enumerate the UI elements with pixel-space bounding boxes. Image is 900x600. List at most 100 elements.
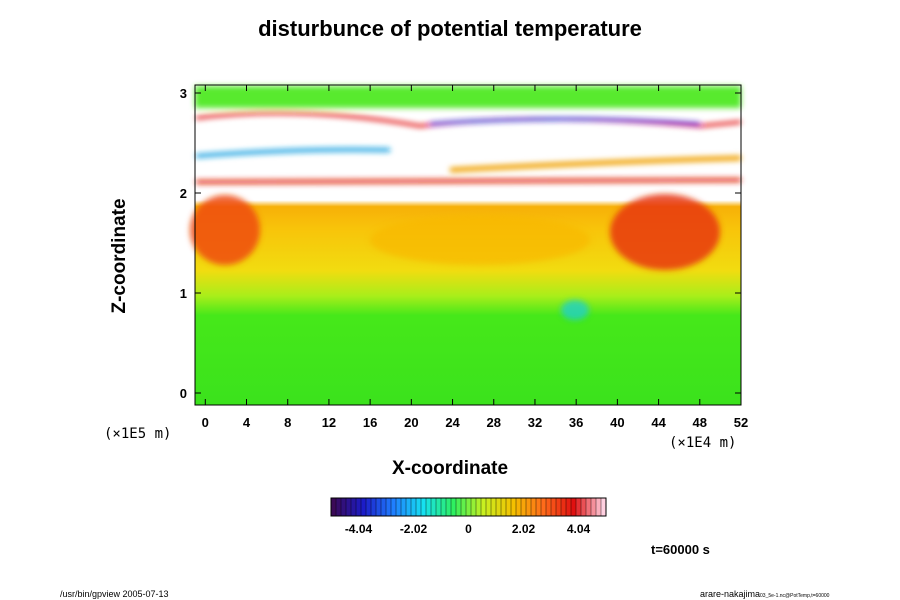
upper-green-band	[195, 86, 741, 108]
colorbar-cell	[391, 498, 397, 516]
colorbar-cell	[486, 498, 492, 516]
warm-core	[370, 215, 590, 265]
middle-band-2	[449, 155, 742, 173]
colorbar-cell	[506, 498, 512, 516]
y-tick-label: 2	[180, 186, 187, 201]
colorbar-cell	[436, 498, 442, 516]
colorbar-cell	[441, 498, 447, 516]
x-scale-label: (×1E4 m)	[669, 435, 737, 451]
colorbar-cell	[371, 498, 377, 516]
colorbar-cell	[351, 498, 357, 516]
colorbar-cell	[591, 498, 597, 516]
colorbar-cell	[536, 498, 542, 516]
plume-right	[610, 194, 720, 270]
y-axis: 0 1 2 3	[180, 86, 741, 401]
colorbar-cell	[421, 498, 427, 516]
x-axis-label: X-coordinate	[391, 458, 509, 479]
x-tick-label: 52	[734, 415, 748, 430]
colorbar-cell	[406, 498, 412, 516]
colorbar-cell	[416, 498, 422, 516]
x-tick-label: 0	[202, 415, 209, 430]
y-tick-label: 3	[180, 86, 187, 101]
colorbar-cell	[496, 498, 502, 516]
colorbar-cell	[491, 498, 497, 516]
colorbar-cell	[356, 498, 362, 516]
colorbar-cell	[521, 498, 527, 516]
colorbar-cell	[531, 498, 537, 516]
colorbar-cell	[581, 498, 587, 516]
x-tick-label: 24	[445, 415, 460, 430]
colorbar-cell	[366, 498, 372, 516]
colorbar-cell	[586, 498, 592, 516]
cold-spot	[561, 300, 589, 320]
colorbar-tick-label: 2.02	[512, 522, 536, 536]
colorbar-cell	[571, 498, 577, 516]
colorbar-cell	[566, 498, 572, 516]
colorbar-cell	[396, 498, 402, 516]
colorbar-tick-label: 0	[465, 522, 472, 536]
colorbar-cell	[516, 498, 522, 516]
colorbar-cell	[341, 498, 347, 516]
x-tick-label: 16	[363, 415, 377, 430]
colorbar-cell	[411, 498, 417, 516]
colorbar-cell	[336, 498, 342, 516]
colorbar-cell	[346, 498, 352, 516]
colorbar: -4.04 -2.02 0 2.02 4.04	[330, 497, 607, 536]
x-axis: 0 4 8 12 16 20 24 28 32 36 40 44 48 52	[202, 85, 748, 430]
colorbar-cell	[471, 498, 477, 516]
x-tick-label: 4	[243, 415, 251, 430]
x-tick-label: 20	[404, 415, 418, 430]
colorbar-tick-label: -2.02	[400, 522, 428, 536]
colorbar-cell	[401, 498, 407, 516]
upper-blue-edge	[429, 117, 701, 126]
middle-band-1	[195, 147, 391, 158]
y-scale-label: (×1E5 m)	[104, 426, 172, 442]
x-tick-label: 36	[569, 415, 583, 430]
colorbar-cell	[431, 498, 437, 516]
colorbar-cell	[561, 498, 567, 516]
colorbar-cell	[361, 498, 367, 516]
colorbar-cell	[511, 498, 517, 516]
y-tick-label: 0	[180, 386, 187, 401]
x-tick-label: 48	[693, 415, 707, 430]
colorbar-cell	[501, 498, 507, 516]
lower-band	[195, 178, 742, 184]
footer-right: arare-nakajima03_5e-1.nc@PotTemp,t=60000	[700, 589, 830, 599]
x-tick-label: 8	[284, 415, 291, 430]
colorbar-cell	[546, 498, 552, 516]
colorbar-tick-label: 4.04	[567, 522, 591, 536]
colorbar-cell	[381, 498, 387, 516]
colorbar-cell	[386, 498, 392, 516]
colorbar-cell	[451, 498, 457, 516]
colorbar-frame	[330, 497, 607, 517]
x-tick-label: 12	[322, 415, 336, 430]
colorbar-cell	[576, 498, 582, 516]
footer-left: /usr/bin/gpview 2005-07-13	[60, 589, 169, 599]
field-detail	[190, 86, 742, 320]
colorbar-cell	[556, 498, 562, 516]
colorbar-cell	[476, 498, 482, 516]
y-tick-label: 1	[180, 286, 187, 301]
colorbar-cell	[461, 498, 467, 516]
plot-frame	[194, 84, 742, 406]
plot-area	[190, 84, 742, 406]
colorbar-cell	[376, 498, 382, 516]
time-label: t=60000 s	[651, 542, 710, 557]
colorbar-cell	[596, 498, 602, 516]
colorbar-cell	[481, 498, 487, 516]
colorbar-cell	[426, 498, 432, 516]
colorbar-cell	[601, 498, 607, 516]
x-tick-label: 28	[487, 415, 501, 430]
colorbar-cell	[446, 498, 452, 516]
plume-left	[190, 195, 260, 265]
colorbar-cell	[551, 498, 557, 516]
colorbar-cell	[541, 498, 547, 516]
x-tick-label: 44	[651, 415, 666, 430]
colorbar-cell	[331, 498, 337, 516]
chart-title: disturbunce of potential temperature	[258, 16, 642, 41]
colorbar-tick-label: -4.04	[345, 522, 373, 536]
x-tick-label: 32	[528, 415, 542, 430]
colorbar-cell	[526, 498, 532, 516]
colorbar-cell	[466, 498, 472, 516]
